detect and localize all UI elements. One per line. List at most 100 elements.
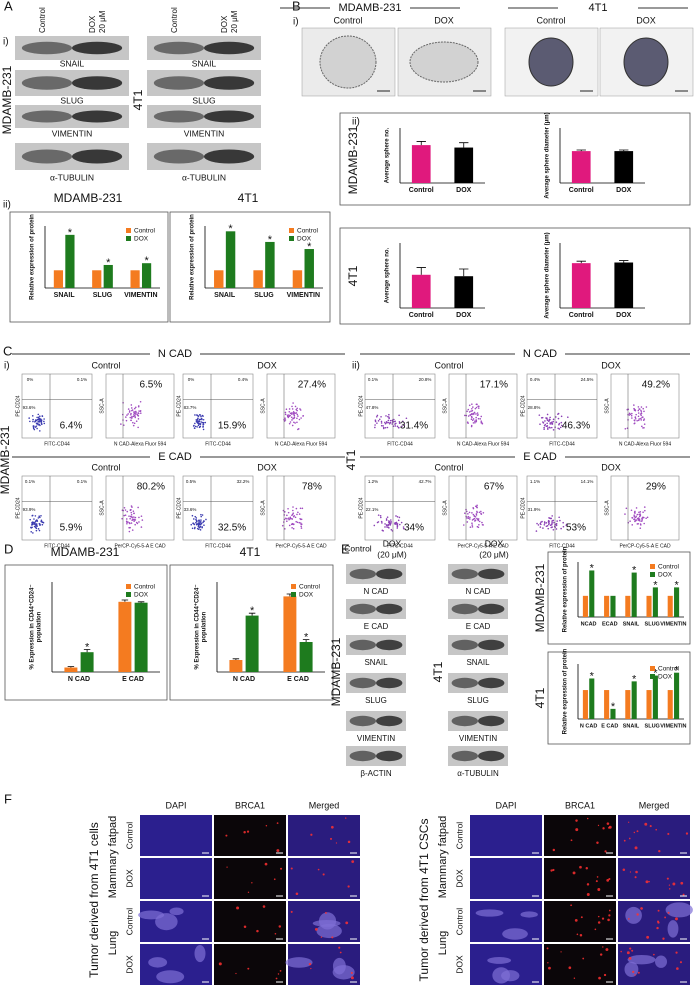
bar [292, 270, 303, 288]
signal-dot [603, 973, 607, 977]
band-label: SNAIL [364, 658, 388, 667]
event-dot [384, 426, 387, 429]
event-dot [199, 523, 201, 526]
event-dot [373, 524, 376, 527]
signal-dot [576, 933, 579, 936]
event-dot [557, 417, 560, 420]
tissue-void [502, 928, 528, 940]
event-dot [38, 420, 41, 423]
row-label: Control [124, 908, 134, 936]
event-dot [199, 423, 202, 426]
quadrant-value: 0.1% [368, 377, 378, 382]
event-dot [134, 416, 137, 419]
event-dot [201, 421, 204, 424]
tissue-void [487, 957, 512, 964]
x-tick-label: ECAD [602, 621, 618, 627]
quadrant-value: 22.1% [366, 507, 379, 512]
axis-label: PerCP-Cy5-5-A E CAD [457, 543, 509, 549]
event-dot [551, 520, 553, 522]
signal-dot [594, 928, 597, 931]
event-dot [37, 413, 40, 416]
event-dot [470, 410, 472, 412]
band-label: α-TUBULIN [457, 769, 499, 778]
event-dot [545, 522, 548, 524]
event-dot [537, 524, 540, 526]
band-label: VIMENTIN [459, 734, 497, 743]
signal-dot [243, 925, 247, 928]
cd44-percentage: 31.4% [400, 421, 428, 432]
bar [646, 595, 652, 617]
signal-dot [347, 840, 351, 844]
x-tick-label: N CAD [233, 676, 255, 683]
x-tick-label: DOX [456, 187, 472, 194]
quadrant-value: 31.9% [528, 507, 541, 512]
axis-label: PE-CD24 [15, 395, 21, 416]
signal-dot [314, 927, 318, 931]
signal-dot [657, 921, 660, 924]
event-dot [633, 422, 636, 425]
tissue-void [169, 907, 184, 916]
axis-label: PerCP-Cy5-5-A E CAD [275, 543, 327, 549]
row-label: 4T1 [346, 265, 360, 286]
event-dot [288, 410, 291, 413]
event-dot [396, 515, 399, 518]
signal-dot [598, 976, 601, 980]
event-dot [133, 422, 136, 425]
event-dot [378, 418, 381, 421]
block-title: E CAD [523, 451, 557, 463]
bar [625, 690, 631, 719]
cd44-percentage: 6.4% [60, 421, 83, 432]
event-dot [397, 426, 400, 429]
bar [667, 690, 673, 719]
event-dot [473, 515, 476, 518]
event-dot [197, 417, 199, 419]
chart-frame [547, 551, 691, 645]
panel-letter: C [3, 343, 12, 358]
event-dot [293, 421, 295, 424]
event-dot [396, 522, 399, 525]
signal-dot [273, 878, 276, 881]
event-dot [555, 523, 558, 525]
event-dot [200, 513, 202, 516]
event-dot [197, 415, 200, 418]
bar [214, 270, 224, 288]
blot-band [204, 76, 255, 90]
event-dot [471, 419, 474, 422]
event-dot [200, 522, 203, 525]
error-bar [459, 142, 469, 148]
event-dot [396, 527, 399, 529]
event-dot [298, 513, 301, 515]
event-dot [628, 412, 631, 415]
event-dot [31, 415, 34, 417]
event-dot [35, 523, 38, 525]
event-dot [196, 421, 199, 424]
quadrant-value: 0.4% [530, 377, 540, 382]
signal-dot [607, 918, 610, 922]
signal-dot [322, 873, 325, 876]
event-dot [131, 529, 134, 531]
event-dot [284, 411, 287, 414]
event-dot [134, 523, 136, 526]
tissue-void [667, 920, 679, 938]
event-dot [380, 422, 383, 424]
event-dot [547, 520, 550, 523]
axis-label: FITC-CD44 [549, 441, 575, 447]
signal-dot [275, 977, 278, 980]
cd44-percentage: 46.3% [562, 421, 590, 432]
signal-dot [256, 929, 259, 933]
signal-dot [605, 948, 609, 952]
event-dot [295, 507, 298, 510]
tissue-void [475, 909, 504, 917]
event-dot [471, 526, 474, 528]
x-tick-label: Control [409, 187, 434, 194]
signal-dot [628, 918, 630, 920]
legend-label: Control [134, 584, 156, 591]
error-bar [416, 267, 426, 275]
legend-swatch [126, 584, 131, 589]
signal-dot [335, 842, 338, 844]
event-dot [546, 413, 549, 416]
significance-mark: * [632, 673, 637, 685]
signal-dot [664, 916, 666, 919]
event-dot [190, 523, 193, 526]
flow-plot [364, 475, 436, 541]
